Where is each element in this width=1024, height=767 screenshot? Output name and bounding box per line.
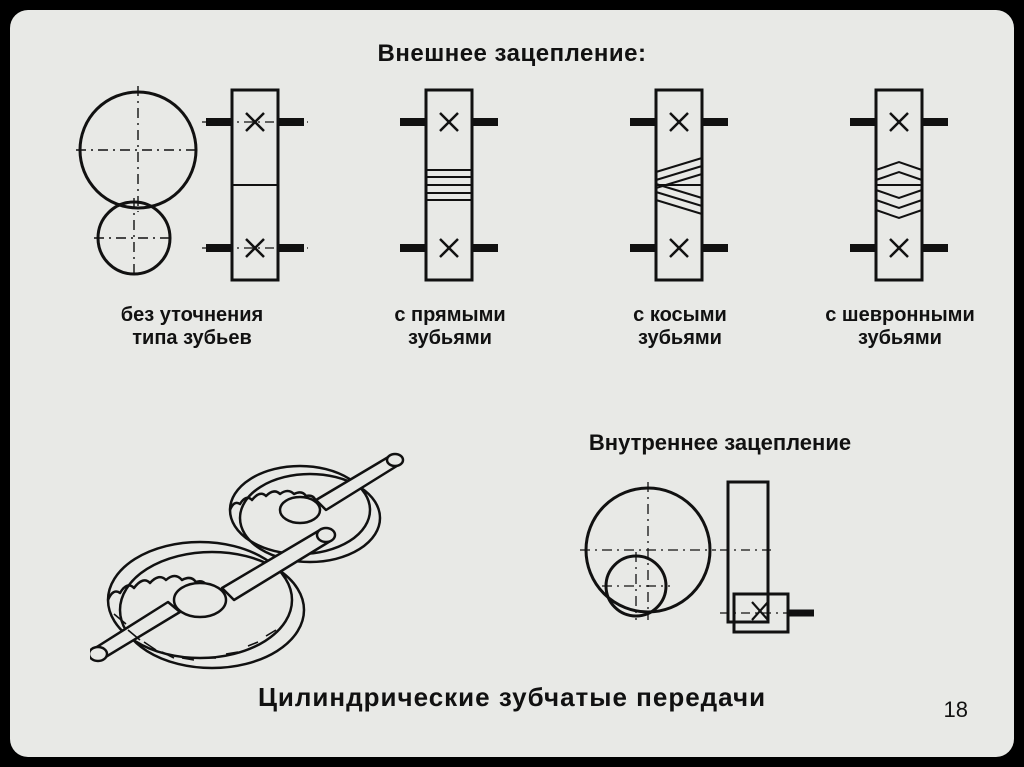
- title-bottom: Цилиндрические зубчатые передачи: [10, 682, 1014, 713]
- symbol-svg-2: [370, 86, 530, 286]
- page-number: 18: [944, 697, 968, 723]
- caption-3: с косыми зубьями: [580, 304, 780, 350]
- symbol-herringbone-teeth: с шевронными зубьями: [800, 86, 1000, 286]
- caption-4-l2: зубьями: [858, 327, 942, 349]
- title-top: Внешнее зацепление:: [10, 40, 1014, 68]
- symbol-svg-4: [820, 86, 980, 286]
- caption-2-l1: с прямыми: [394, 304, 505, 326]
- symbol-helical-teeth: с косыми зубьями: [580, 86, 780, 286]
- external-row: без уточнения типа зубьев: [10, 86, 1014, 326]
- gear-illustration-svg: [90, 440, 450, 700]
- internal-heading: Внутреннее зацепление: [530, 430, 910, 456]
- caption-1-l1: без уточнения: [121, 304, 263, 326]
- caption-2-l2: зубьями: [408, 327, 492, 349]
- caption-3-l1: с косыми: [633, 304, 727, 326]
- caption-4-l1: с шевронными: [825, 304, 975, 326]
- page: Внешнее зацепление:: [10, 10, 1014, 757]
- caption-2: с прямыми зубьями: [350, 304, 550, 350]
- caption-4: с шевронными зубьями: [800, 304, 1000, 350]
- internal-symbol: [570, 470, 830, 650]
- caption-1-l2: типа зубьев: [132, 327, 251, 349]
- internal-svg: [570, 470, 830, 650]
- symbol-svg-3: [600, 86, 760, 286]
- symbol-straight-teeth: с прямыми зубьями: [350, 86, 550, 286]
- gear-illustration: [90, 440, 450, 700]
- caption-3-l2: зубьями: [638, 327, 722, 349]
- symbol-svg-1: [62, 86, 322, 286]
- caption-1: без уточнения типа зубьев: [62, 304, 322, 350]
- symbol-no-tooth-type: без уточнения типа зубьев: [62, 86, 322, 286]
